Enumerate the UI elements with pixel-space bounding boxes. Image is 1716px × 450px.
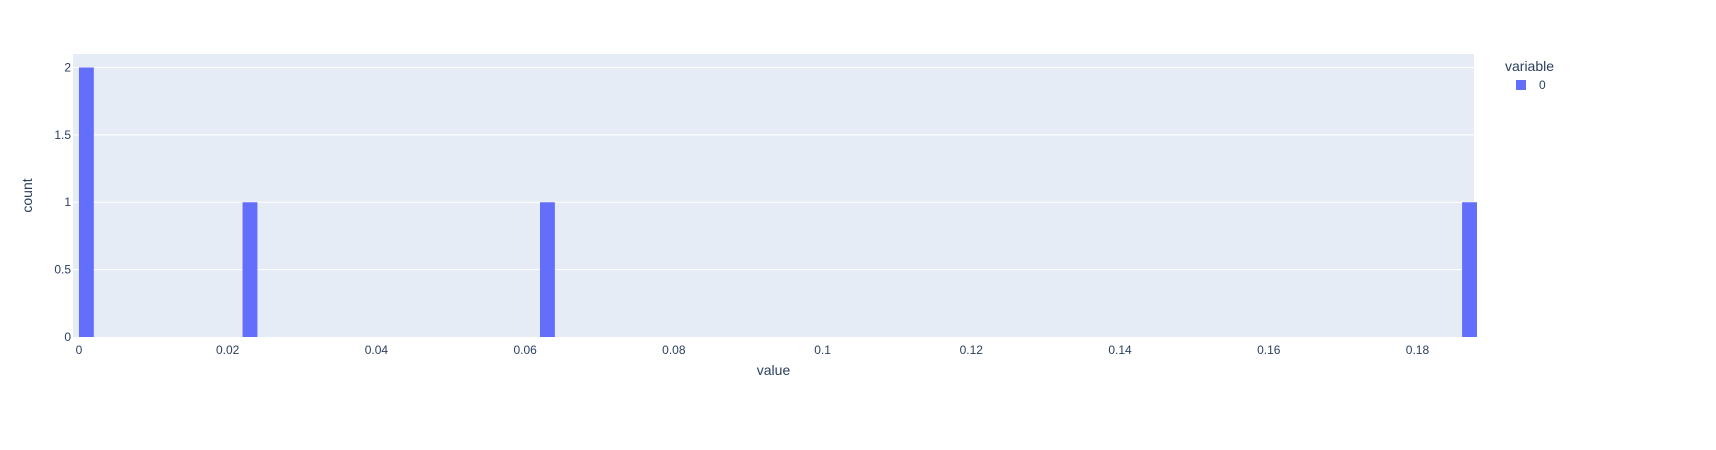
legend-title: variable: [1505, 58, 1554, 74]
x-tick-label: 0.1: [814, 343, 831, 357]
x-tick-label: 0.06: [513, 343, 537, 357]
x-tick-label: 0.16: [1257, 343, 1281, 357]
y-tick-label: 0: [64, 330, 71, 344]
x-tick-label: 0.18: [1406, 343, 1430, 357]
y-tick-label: 1.5: [54, 128, 71, 142]
legend-items[interactable]: 0: [1516, 78, 1546, 92]
gridlines: [73, 66, 1474, 271]
y-tick-label: 0.5: [54, 263, 71, 277]
legend-swatch[interactable]: [1516, 80, 1526, 90]
x-tick-label: 0.04: [365, 343, 389, 357]
legend-item-label[interactable]: 0: [1539, 78, 1546, 92]
histogram-bar[interactable]: [242, 202, 258, 337]
x-tick-label: 0.12: [960, 343, 984, 357]
x-tick-label: 0.02: [216, 343, 240, 357]
legend[interactable]: variable 0: [1505, 58, 1554, 92]
histogram-bar[interactable]: [540, 202, 555, 337]
y-tick-label: 1: [64, 195, 71, 209]
histogram-bar[interactable]: [1462, 202, 1477, 337]
x-tick-label: 0: [76, 343, 83, 357]
bars[interactable]: [78, 67, 1477, 337]
x-axis-ticks: 0 0.02 0.04 0.06 0.08 0.1 0.12 0.14 0.16 0.18: [76, 343, 1430, 357]
x-tick-label: 0.14: [1108, 343, 1132, 357]
x-axis-title: value: [757, 362, 791, 378]
y-axis-ticks: 0 0.5 1 1.5 2: [54, 60, 71, 344]
plot-background: [73, 54, 1474, 337]
y-tick-label: 2: [64, 60, 71, 74]
histogram-bar[interactable]: [78, 67, 94, 337]
x-tick-label: 0.08: [662, 343, 686, 357]
y-axis-title: count: [19, 178, 35, 212]
